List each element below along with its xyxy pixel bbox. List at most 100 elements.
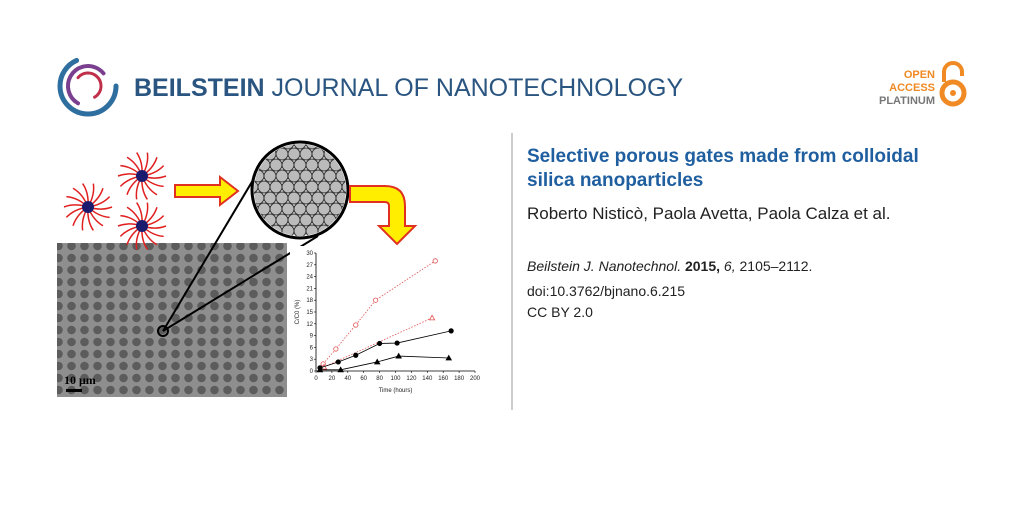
doi: doi:10.3762/bjnano.6.215 [527,283,685,299]
journal: JOURNAL OF NANOTECHNOLOGY [272,74,684,102]
marker [395,352,402,359]
sphere [287,147,301,161]
sphere [311,213,325,227]
zoom-spot [157,325,169,337]
sphere [299,147,313,161]
sphere [293,224,307,236]
y-tick-label: 27 [306,263,313,269]
x-tick-label: 160 [438,376,449,382]
y-tick-label: 24 [306,275,313,281]
marker [316,366,324,373]
sphere [287,191,301,205]
marker [333,346,339,352]
sphere [257,180,271,194]
sphere [263,191,277,205]
sphere [329,144,343,150]
x-tick-label: 20 [329,376,336,382]
sphere [323,191,337,205]
scale-bar [66,389,82,392]
sphere [299,213,313,227]
particle-core [136,170,148,182]
sphere [317,158,331,172]
sphere [293,180,307,194]
sphere [263,169,277,183]
license: CC BY 2.0 [527,304,593,320]
marker [445,354,453,361]
x-tick-label: 60 [360,376,367,382]
sphere [329,180,343,194]
sphere [317,202,331,216]
sphere [293,144,307,150]
chart-bg [290,246,482,400]
sphere [254,144,259,150]
sphere [281,158,295,172]
sphere [287,169,301,183]
particle-core [82,201,94,213]
y-axis-label: C/C0 (%) [295,300,301,325]
sphere [341,144,346,150]
x-axis-label: Time (hours) [379,388,413,394]
y-tick-label: 0 [310,369,314,375]
y-tick-label: 9 [310,334,314,340]
marker [394,340,400,346]
title: silica nanoparticles [527,170,703,191]
open-access-badge: OPEN ACCESS PLATINUM [879,61,967,107]
sphere [275,213,289,227]
sphere [293,158,307,172]
marker [353,322,359,328]
x-tick-label: 140 [422,376,433,382]
journal-abbrev: Beilstein J. Nanotechnol. [527,258,681,274]
x-tick-label: 40 [344,376,351,382]
sphere [348,148,360,160]
marker [432,258,438,264]
sphere [348,214,360,226]
arrow [174,174,240,208]
series-line [319,330,452,369]
x-tick-label: 180 [454,376,465,382]
particle-core [136,220,148,232]
authors: Roberto Nisticò, Paola Avetta, Paola Cal… [527,204,891,223]
y-tick-label: 30 [306,251,313,257]
marker [353,352,359,358]
marker [428,314,436,321]
publisher: BEILSTEIN [134,74,265,102]
x-tick-label: 120 [406,376,417,382]
sphere [269,180,283,194]
micrograph [57,243,287,397]
sphere [269,158,283,172]
sphere [311,147,325,161]
marker [373,358,381,365]
graphical-abstract: 10 μm [57,140,418,397]
marker [335,359,341,365]
sphere [317,180,331,194]
marker [373,297,379,303]
scale-bar-label: 10 μm [64,373,96,387]
title: Selective porous gates made from colloid… [527,146,919,167]
y-tick-label: 15 [306,310,313,316]
journal-name: BEILSTEIN JOURNAL OF NANOTECHNOLOGY [134,74,683,102]
sphere [341,180,346,194]
sphere [293,202,307,216]
volume: 6, [724,258,736,274]
x-tick-label: 200 [470,376,481,382]
series-line [322,260,436,365]
sphere [281,180,295,194]
sphere [341,224,346,236]
citation: Beilstein J. Nanotechnol. 2015, 6, 2105–… [527,258,812,274]
sphere [275,147,289,161]
article-info: Selective porous gates made from colloid… [527,146,919,320]
y-tick-label: 18 [306,298,313,304]
y-tick-label: 21 [306,286,313,292]
sphere [305,158,319,172]
sphere [281,202,295,216]
sphere [275,191,289,205]
sphere [311,191,325,205]
sphere [299,169,313,183]
sphere [287,213,301,227]
sphere [299,191,313,205]
sphere [305,180,319,194]
arrow [349,185,418,246]
y-tick-label: 12 [306,322,313,328]
